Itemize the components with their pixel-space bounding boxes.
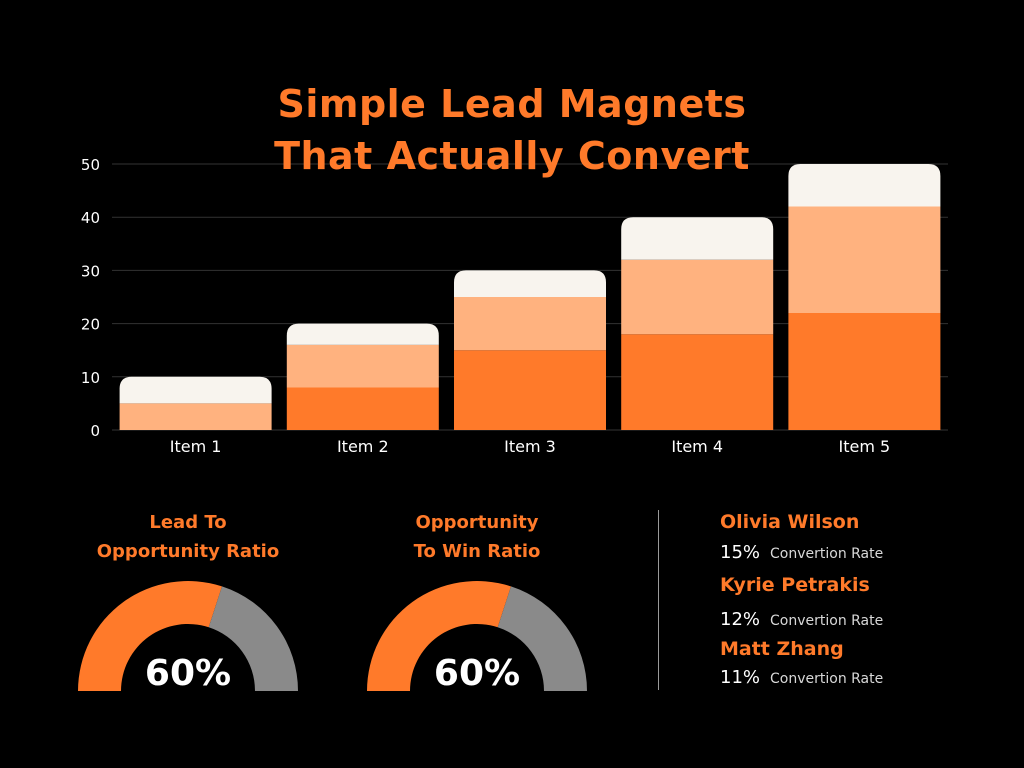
gauge-title: Lead To Opportunity Ratio [68,508,308,566]
bar-segment [788,206,941,313]
person-name: Kyrie Petrakis [720,574,870,596]
chart-title-line-2: That Actually Convert [274,134,750,178]
stacked-bar-chart: 0 10 20 30 40 50 Item 1 Item 2 Item 3 Item 4 Item … [81,156,948,456]
bar-segment [286,344,439,388]
person-stat: 12% Convertion Rate [720,607,883,634]
gauge-title-line-1: Lead To [149,512,227,533]
person-rate-label: Convertion Rate [770,613,884,629]
person-rate: 15% [720,542,761,563]
gauge-title-line-2: Opportunity Ratio [96,541,280,562]
chart-title: Simple Lead Magnets That Actually Conver… [0,78,1024,182]
gauge-remainder-arc [208,586,298,691]
gauge-value-label: 60% [434,653,520,694]
bar-segment [286,387,439,430]
person-stat: 11% Convertion Rate [720,665,883,692]
y-tick-label: 30 [81,262,100,280]
gauge-lead-to-opportunity-arc: 60% [78,581,298,694]
gauge-opportunity-to-win-arc: 60% [367,581,587,694]
y-tick-label: 10 [81,369,100,387]
chart-title-line-1: Simple Lead Magnets [277,82,747,126]
bar-segment [621,334,774,430]
person-rate: 11% [720,667,761,688]
person-rate: 12% [720,609,761,630]
bar-segment [286,323,439,345]
x-tick-label: Item 4 [671,437,723,456]
gauge-title-line-2: To Win Ratio [413,541,541,562]
vertical-divider [658,510,659,690]
bar-segment [788,164,941,207]
person-rate-label: Convertion Rate [770,546,884,562]
person-stat: 15% Convertion Rate [720,540,883,567]
gauge-title: Opportunity To Win Ratio [357,508,597,566]
y-tick-label: 0 [90,422,100,440]
bar-segment [454,297,606,351]
bar-segment [621,217,774,260]
person-rate-label: Convertion Rate [770,671,884,687]
y-tick-label: 40 [81,209,100,227]
gauge-opportunity-to-win: Opportunity To Win Ratio [357,508,597,566]
x-tick-label: Item 1 [170,437,222,456]
y-tick-label: 20 [81,316,100,334]
x-tick-label: Item 3 [504,437,556,456]
person-kyrie-petrakis: Kyrie Petrakis 12% Convertion Rate [720,573,883,634]
bar-segment [119,403,272,430]
gauge-remainder-arc [497,586,587,691]
bar-segment [119,376,272,404]
gauge-value-arc [78,581,222,691]
gauge-value-label: 60% [145,653,231,694]
gauge-title-line-1: Opportunity [415,512,539,533]
x-tick-label: Item 5 [839,437,891,456]
gauge-value-arc [367,581,511,691]
person-name: Olivia Wilson [720,511,860,533]
person-olivia-wilson: Olivia Wilson 15% Convertion Rate [720,510,883,567]
gauge-lead-to-opportunity: Lead To Opportunity Ratio [68,508,308,566]
y-tick-label: 50 [81,156,100,174]
bar-segment [621,259,774,335]
bar-segment [454,270,606,297]
bar-segment [454,350,606,430]
person-matt-zhang: Matt Zhang 11% Convertion Rate [720,637,883,692]
person-name: Matt Zhang [720,638,844,660]
bar-segment [788,312,941,430]
x-tick-label: Item 2 [337,437,389,456]
